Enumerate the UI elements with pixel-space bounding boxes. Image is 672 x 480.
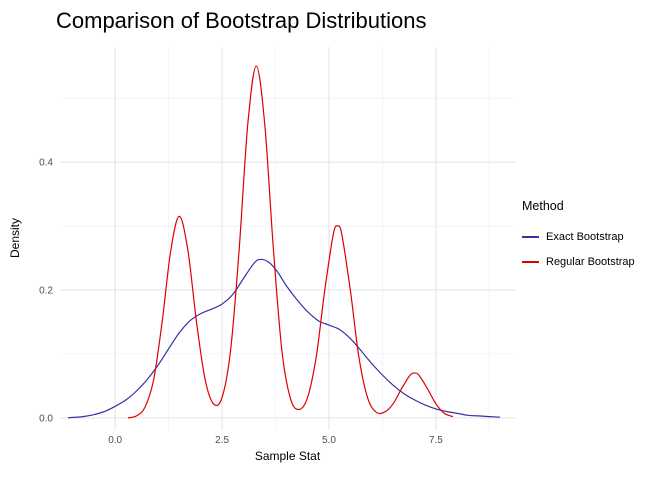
legend-label: Regular Bootstrap [546, 255, 635, 268]
series-line-exact-bootstrap [68, 258, 501, 419]
legend-entry: Regular Bootstrap [522, 249, 670, 274]
legend-key-line-exact-bootstrap [522, 235, 539, 238]
series-line-regular-bootstrap [127, 65, 454, 419]
x-tick-label: 2.5 [215, 435, 229, 446]
y-axis-title: Density [8, 217, 22, 259]
chart-title: Comparison of Bootstrap Distributions [56, 8, 427, 33]
y-tick-label: 0.2 [39, 285, 53, 296]
legend-title: Method [522, 199, 564, 213]
x-tick-label: 0.0 [108, 435, 122, 446]
legend-key-line-regular-bootstrap [522, 260, 539, 263]
y-tick-label: 0.0 [39, 413, 53, 424]
legend-entry: Exact Bootstrap [522, 224, 670, 249]
x-tick-label: 7.5 [429, 435, 443, 446]
x-axis-title: Sample Stat [254, 449, 321, 463]
legend-label: Exact Bootstrap [546, 230, 624, 243]
x-tick-label: 5.0 [322, 435, 336, 446]
y-tick-label: 0.4 [39, 158, 53, 169]
legend: Method Exact Bootstrap Regular Bootstrap [522, 199, 670, 274]
